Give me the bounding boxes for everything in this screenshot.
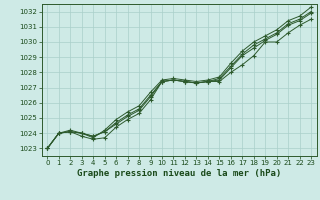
X-axis label: Graphe pression niveau de la mer (hPa): Graphe pression niveau de la mer (hPa) [77, 169, 281, 178]
